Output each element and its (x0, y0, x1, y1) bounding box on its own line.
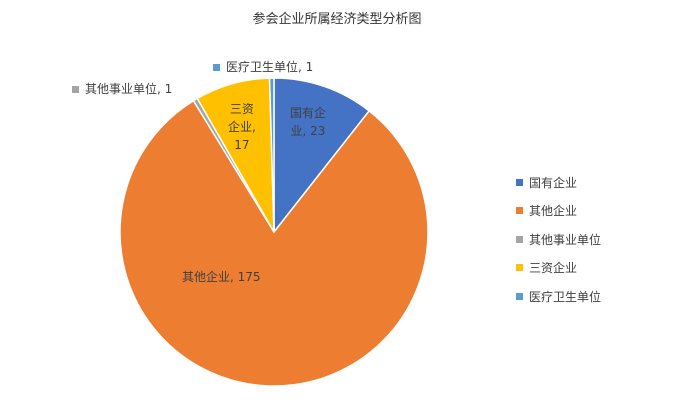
legend-swatch-icon (516, 292, 523, 300)
legend-label: 医疗卫生单位 (529, 289, 602, 304)
legend-swatch-icon (213, 64, 220, 71)
legend-item: 其他事业单位 (516, 225, 601, 254)
legend-label: 其他事业单位 (529, 232, 602, 247)
data-label-text: 其他事业单位, 1 (85, 82, 173, 96)
data-label-yiliao: 医疗卫生单位, 1 (213, 58, 313, 75)
chart-title: 参会企业所属经济类型分析图 (252, 12, 422, 27)
legend-swatch-icon (516, 235, 523, 243)
legend-swatch-icon (516, 207, 523, 215)
pie-slice-1 (119, 99, 429, 387)
legend-item: 其他企业 (516, 197, 601, 226)
legend-label: 其他企业 (529, 204, 578, 219)
legend: 国有企业 其他企业 其他事业单位 三资企业 医疗卫生单位 (516, 168, 601, 311)
legend-item: 国有企业 (516, 168, 601, 197)
data-label-qita: 其他企业, 175 (182, 270, 261, 284)
legend-swatch-icon (72, 86, 79, 93)
data-label-shiye: 其他事业单位, 1 (72, 80, 172, 97)
legend-item: 三资企业 (516, 254, 601, 283)
legend-label: 国有企业 (529, 175, 578, 190)
pie-slice-4 (268, 77, 275, 233)
data-label-sanzi: 三资 企业, 17 (228, 102, 256, 152)
legend-item: 医疗卫生单位 (516, 282, 601, 311)
legend-swatch-icon (516, 178, 523, 186)
legend-label: 三资企业 (529, 261, 578, 276)
data-label-guoyou: 国有企 业, 23 (290, 106, 327, 138)
legend-swatch-icon (516, 264, 523, 272)
pie-slice-0 (273, 77, 371, 235)
data-label-text: 医疗卫生单位, 1 (226, 60, 314, 74)
